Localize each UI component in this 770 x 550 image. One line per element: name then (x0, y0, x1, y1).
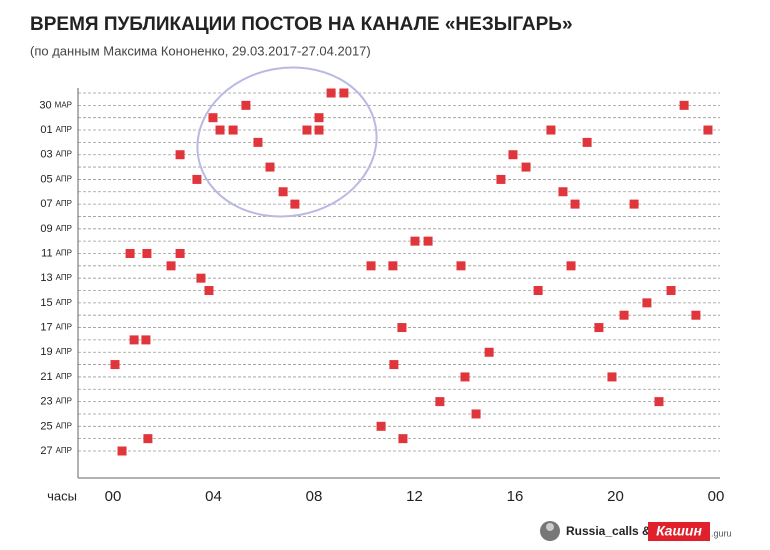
marks (110, 88, 713, 456)
y-tick-label: 03 АПР (40, 149, 72, 161)
point (546, 125, 556, 135)
y-tick-label: 21 АПР (40, 371, 72, 383)
point (582, 137, 592, 147)
point (141, 335, 151, 345)
point (397, 323, 407, 333)
point (435, 397, 445, 407)
point (566, 261, 576, 271)
x-tick-label: 04 (205, 488, 222, 505)
point (125, 248, 135, 258)
y-tick-label: 11 АПР (41, 247, 72, 259)
point (366, 261, 376, 271)
point (521, 162, 531, 172)
point (410, 236, 420, 246)
x-tick-label: 20 (607, 488, 624, 505)
x-tick-label: 08 (306, 488, 323, 505)
y-tick-label: 30 МАР (39, 99, 72, 111)
footer-domain: .guru (711, 528, 732, 538)
point (376, 421, 386, 431)
point (533, 286, 543, 296)
point (117, 446, 127, 456)
point (196, 273, 206, 283)
point (302, 125, 312, 135)
point (278, 187, 288, 197)
y-tick-label: 23 АПР (40, 396, 72, 408)
point (129, 335, 139, 345)
avatar-face (546, 523, 554, 531)
y-tick-label: 27 АПР (40, 445, 72, 457)
point (192, 174, 202, 184)
point (456, 261, 466, 271)
brand-box (648, 522, 710, 541)
point (629, 199, 639, 209)
point (314, 113, 324, 123)
point (691, 310, 701, 320)
point (423, 236, 433, 246)
chart-title: ВРЕМЯ ПУБЛИКАЦИИ ПОСТОВ НА КАНАЛЕ «НЕЗЫГ… (30, 14, 573, 35)
point (215, 125, 225, 135)
point (558, 187, 568, 197)
point (204, 286, 214, 296)
point (508, 150, 518, 160)
x-tick-label: 16 (507, 488, 524, 505)
point (607, 372, 617, 382)
point (208, 113, 218, 123)
point (142, 248, 152, 258)
y-tick-label: 15 АПР (40, 297, 72, 309)
point (398, 434, 408, 444)
x-tick-label: 00 (105, 488, 122, 505)
point (594, 323, 604, 333)
point (703, 125, 713, 135)
point (253, 137, 263, 147)
point (290, 199, 300, 209)
point (143, 434, 153, 444)
point (389, 360, 399, 370)
point (460, 372, 470, 382)
point (496, 174, 506, 184)
point (228, 125, 238, 135)
y-tick-label: 13 АПР (40, 272, 72, 284)
point (388, 261, 398, 271)
point (326, 88, 336, 98)
footer-author: Russia_calls & (566, 524, 651, 538)
y-tick-label: 09 АПР (40, 223, 72, 235)
point (175, 150, 185, 160)
y-tick-label: 07 АПР (40, 198, 72, 210)
highlight-ellipse (196, 66, 378, 218)
y-tick-label: 19 АПР (40, 346, 72, 358)
y-tick-label: 01 АПР (40, 124, 72, 136)
y-tick-label: 05 АПР (40, 173, 72, 185)
point (339, 88, 349, 98)
chart-subtitle: (по данным Максима Кононенко, 29.03.2017… (30, 43, 371, 58)
point (642, 298, 652, 308)
point (241, 100, 251, 110)
point (484, 347, 494, 357)
footer-brand: Кашин (656, 523, 702, 539)
point (471, 409, 481, 419)
point (654, 397, 664, 407)
point (166, 261, 176, 271)
point (110, 360, 120, 370)
point (679, 100, 689, 110)
point (666, 286, 676, 296)
x-tick-label: 12 (406, 488, 423, 505)
point (314, 125, 324, 135)
point (570, 199, 580, 209)
y-tick-label: 17 АПР (40, 321, 72, 333)
point (619, 310, 629, 320)
point (265, 162, 275, 172)
x-axis-label: часы (47, 488, 77, 503)
point (175, 248, 185, 258)
grid (78, 92, 720, 452)
x-tick-label: 00 (708, 488, 725, 505)
y-tick-label: 25 АПР (40, 420, 72, 432)
